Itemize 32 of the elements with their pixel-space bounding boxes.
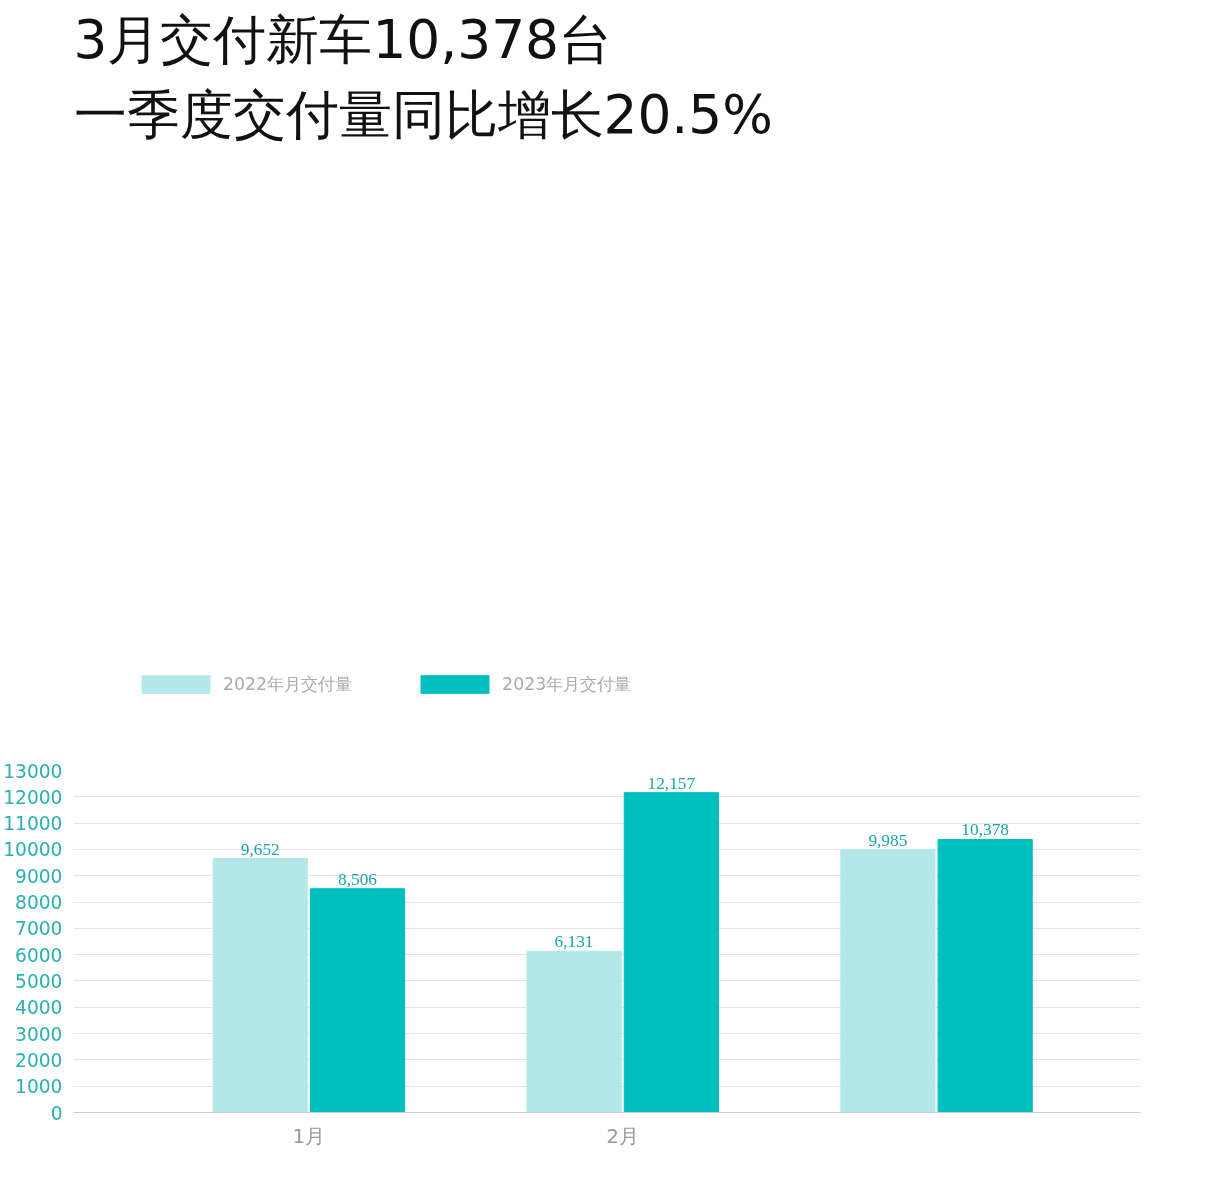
data-label: 9,985 [868, 830, 908, 850]
y-tick-label: 12000 [3, 786, 63, 808]
chart-title: 3月交付新车10,378台 [73, 7, 613, 71]
chart-subtitle: 一季度交付量同比增长20.5% [73, 82, 773, 146]
y-tick-label: 11000 [3, 813, 63, 835]
data-label: 12,157 [647, 773, 696, 793]
x-tick-label: 1月 [292, 1123, 326, 1148]
y-tick-label: 6000 [15, 944, 63, 966]
y-tick-label: 10000 [3, 839, 63, 861]
bar [212, 858, 308, 1113]
x-tick-label: 2月 [606, 1123, 640, 1148]
y-tick-label: 9000 [15, 865, 63, 887]
data-label: 8,506 [338, 869, 378, 889]
bar [840, 849, 936, 1113]
data-label: 9,652 [240, 839, 280, 859]
y-tick-label: 13000 [3, 760, 63, 782]
data-label: 6,131 [554, 932, 594, 952]
data-label: 10,378 [961, 820, 1009, 840]
y-tick-label: 0 [50, 1102, 63, 1124]
y-tick-label: 1000 [15, 1076, 63, 1098]
y-tick-label: 2000 [15, 1049, 63, 1071]
legend-label: 2022年月交付量 [223, 672, 353, 696]
y-tick-label: 4000 [15, 997, 63, 1019]
legend-label: 2023年月交付量 [502, 672, 632, 696]
y-tick-label: 5000 [15, 970, 63, 992]
bar [937, 838, 1033, 1113]
bar [623, 792, 719, 1113]
bar [309, 888, 406, 1113]
y-tick-label: 8000 [15, 892, 63, 914]
bar [526, 950, 622, 1113]
y-tick-label: 7000 [15, 918, 63, 940]
y-tick-label: 3000 [15, 1023, 63, 1045]
